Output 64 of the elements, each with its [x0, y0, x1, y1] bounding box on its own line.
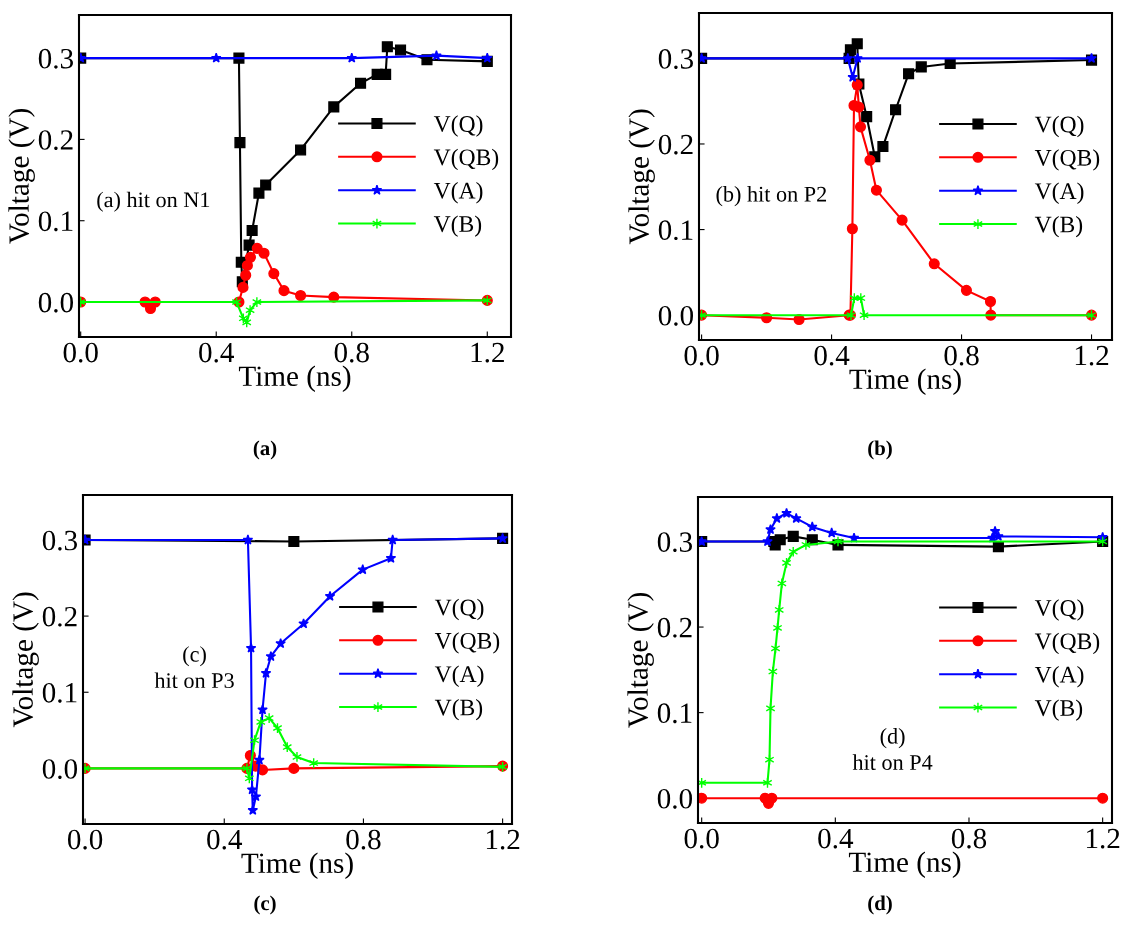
x-tick-label: 0.4: [814, 345, 850, 366]
y-tick-label: 0.3: [42, 530, 77, 551]
text: (a): [253, 440, 277, 460]
annotation: (d) hit on P4: [852, 728, 933, 770]
x-tick-label: 1.2: [1075, 345, 1109, 366]
y-tick-label: 0.2: [658, 134, 693, 155]
x-tick-label: 0.8: [334, 342, 369, 363]
y-tick-label: 0.1: [38, 211, 73, 232]
y-tick-label: 0.0: [657, 788, 693, 809]
legend-label: V(A): [1034, 182, 1084, 204]
legend-label: V(B): [1034, 699, 1083, 721]
legend-label: V(B): [433, 215, 482, 237]
x-tick-label: 0.8: [951, 828, 987, 849]
x-axis-title: Time (ns): [848, 851, 961, 878]
y-tick-label: 0.3: [658, 49, 693, 69]
y-tick-label: 0.1: [658, 220, 693, 241]
legend-label: V(B): [1034, 215, 1083, 238]
annotation: (c) hit on P3: [154, 646, 234, 689]
legend-label: V(Q): [1034, 599, 1084, 621]
legend-label: V(QB): [1034, 632, 1100, 655]
x-tick-label: 0.4: [199, 342, 234, 363]
x-tick-label: 0.0: [63, 342, 98, 363]
y-tick-label: 0.1: [657, 703, 692, 724]
y-tick-label: 0.0: [658, 305, 694, 326]
annotation: (b) hit on P2: [716, 186, 827, 207]
y-axis-title: Voltage (V): [628, 109, 655, 245]
y-axis-title: Voltage (V): [8, 109, 35, 244]
legend-label: V(QB): [1034, 149, 1100, 171]
legend-label: V(Q): [434, 598, 484, 621]
y-tick-label: 0.2: [42, 606, 77, 627]
x-tick-label: 1.2: [471, 342, 504, 363]
text: (b): [868, 440, 892, 460]
x-axis-title: Time (ns): [849, 368, 961, 395]
x-tick-label: 0.8: [944, 345, 979, 366]
legend-label: V(B): [434, 698, 483, 721]
x-tick-label: 0.4: [818, 828, 854, 849]
y-axis-title: Voltage (V): [627, 593, 654, 728]
annotation: (a) hit on N1: [97, 191, 210, 212]
legend-label: V(A): [434, 665, 484, 687]
text: (c): [254, 895, 276, 915]
x-tick-label: 0.4: [207, 829, 243, 850]
x-tick-label: 1.2: [486, 829, 520, 850]
y-tick-label: 0.0: [38, 292, 74, 313]
legend-label: V(QB): [433, 148, 499, 171]
legend-label: V(QB): [434, 632, 500, 654]
y-tick-label: 0.3: [38, 48, 73, 69]
y-axis-title: Voltage (V): [12, 592, 39, 728]
legend-label: V(Q): [433, 115, 483, 137]
y-tick-label: 0.2: [38, 130, 73, 150]
x-tick-label: 0.8: [346, 829, 381, 850]
y-tick-label: 0.1: [42, 682, 77, 703]
legend-label: V(Q): [1034, 115, 1084, 138]
x-tick-label: 0.0: [67, 829, 103, 850]
x-tick-label: 1.2: [1086, 828, 1120, 849]
text: (d): [868, 895, 892, 915]
y-tick-label: 0.3: [657, 532, 692, 553]
x-axis-title: Time (ns): [241, 852, 353, 879]
x-tick-label: 0.0: [684, 345, 719, 366]
legend-label: V(A): [433, 182, 483, 204]
y-tick-label: 0.0: [42, 759, 78, 779]
legend-label: V(A): [1034, 666, 1084, 688]
x-axis-title: Time (ns): [238, 365, 351, 392]
y-tick-label: 0.2: [657, 617, 692, 638]
x-tick-label: 0.0: [684, 828, 719, 849]
